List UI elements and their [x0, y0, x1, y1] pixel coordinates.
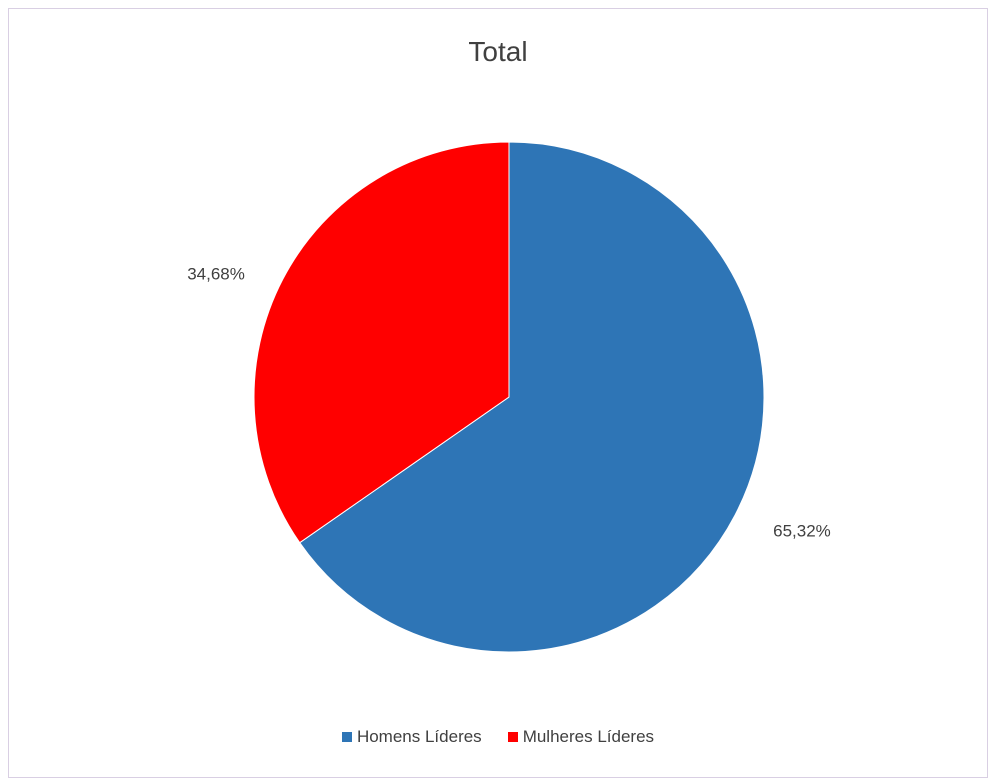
pie-slice-homens [299, 141, 765, 653]
legend-label-mulheres: Mulheres Líderes [522, 727, 655, 746]
legend: Homens Líderes Mulheres Líderes [0, 727, 996, 747]
pie-data-labels: 65,32% 34,68% [187, 265, 831, 541]
data-label-mulheres: 34,68% [187, 265, 245, 284]
legend-item-mulheres: Mulheres Líderes [507, 727, 655, 747]
legend-swatch-mulheres [507, 732, 518, 742]
legend-label-homens: Homens Líderes [356, 727, 482, 746]
legend-item-homens: Homens Líderes [341, 727, 482, 747]
pie-slice-mulheres [253, 141, 510, 544]
legend-swatch-homens [341, 732, 352, 742]
pie-slices [253, 141, 765, 653]
data-label-homens: 65,32% [773, 521, 831, 540]
chart-title: Total [468, 36, 528, 67]
